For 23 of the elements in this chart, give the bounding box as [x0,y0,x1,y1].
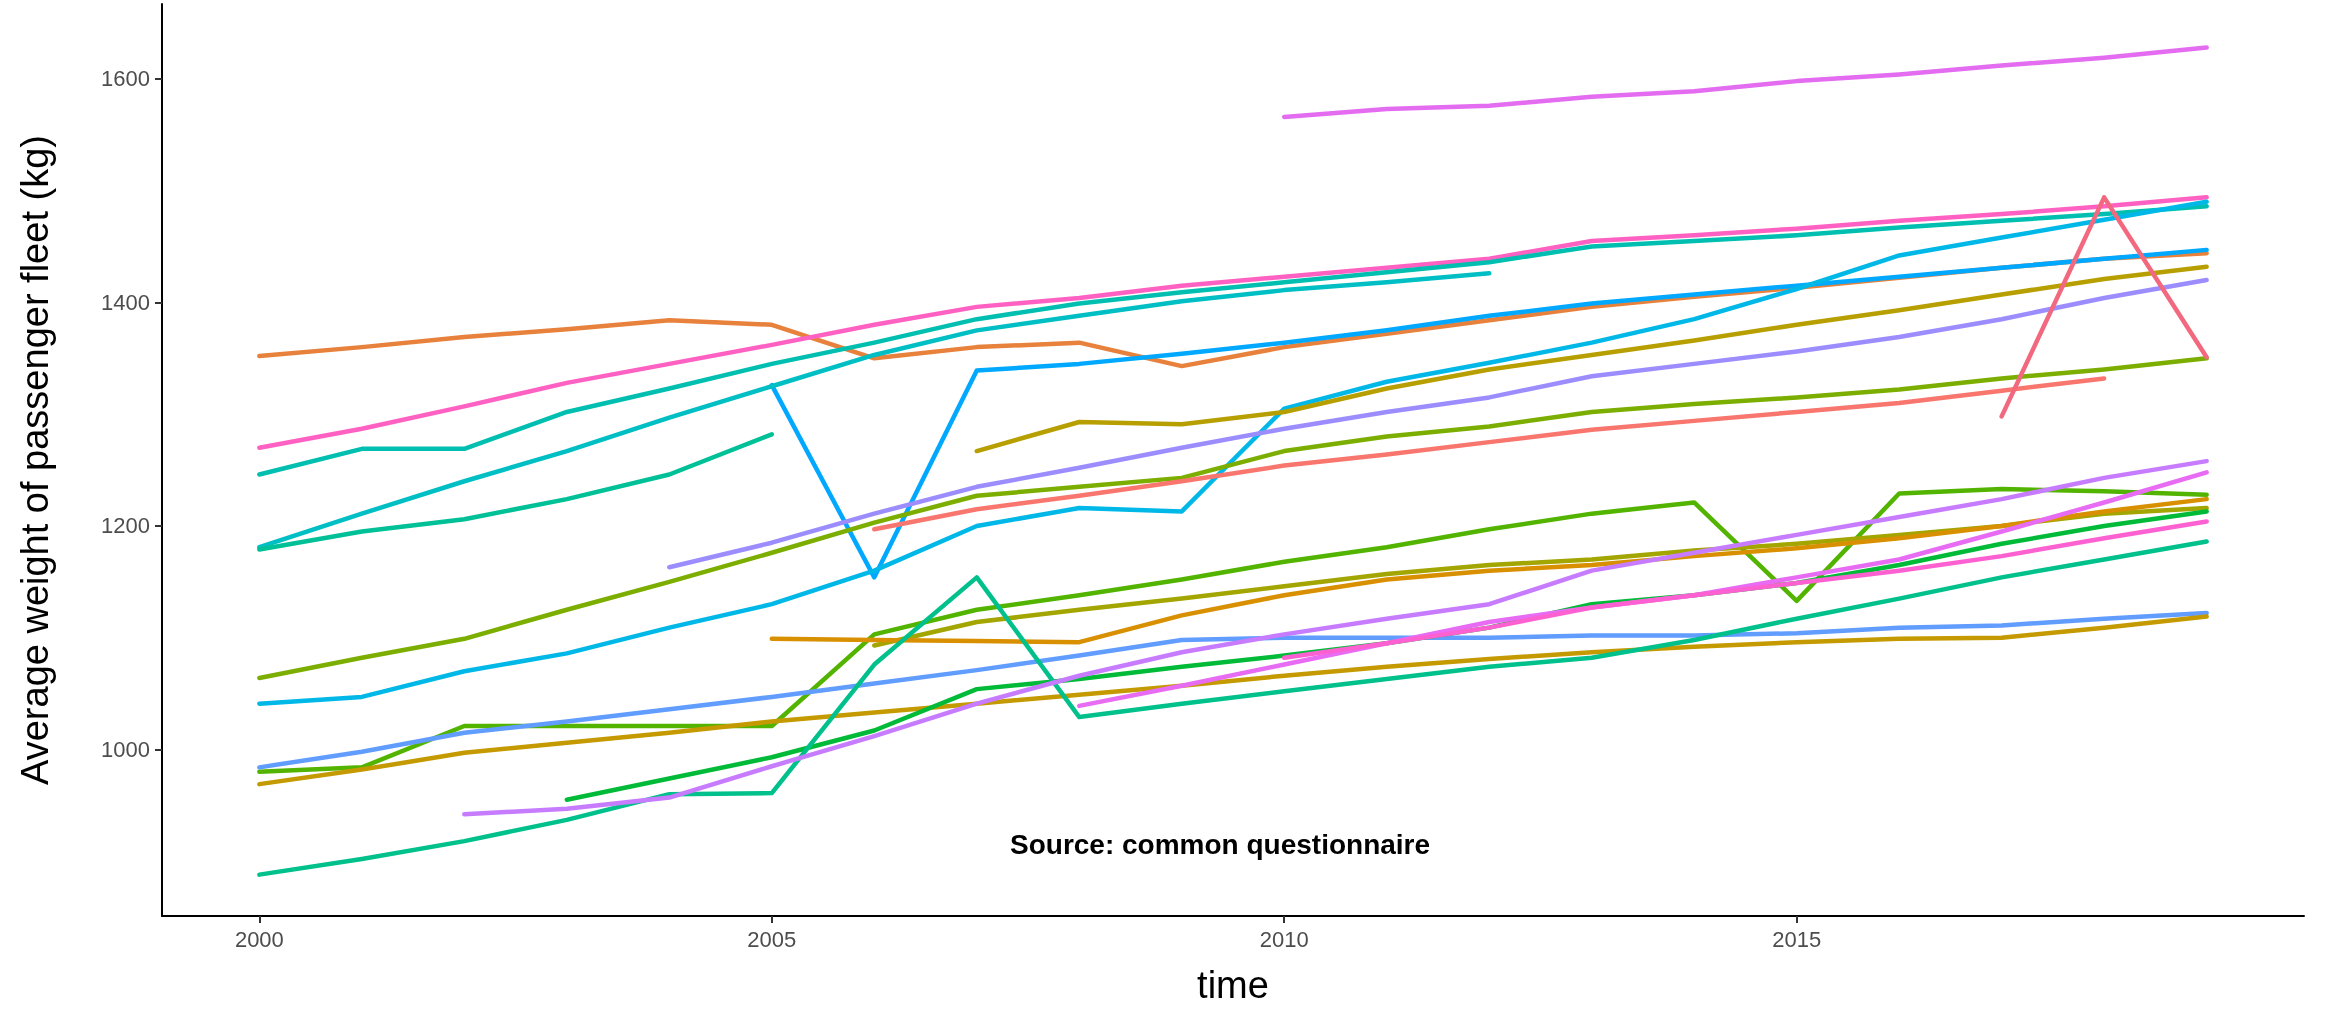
y-tick-label: 1400 [101,289,150,315]
line-series [257,356,2209,681]
y-axis-title: Average weight of passenger fleet (kg) [14,135,56,785]
line-series [257,539,2209,877]
line-series [872,376,2107,532]
y-tick-label: 1200 [101,513,150,539]
y-tick-label: 1600 [101,66,150,92]
line-series [257,432,775,552]
x-tick-label: 2010 [1259,926,1309,952]
x-tick-label: 2000 [234,926,284,952]
x-axis-title: time [1197,964,1269,1006]
annotation: Source: common questionnaire [1010,828,1431,860]
line-series [974,264,2209,454]
line-series [257,271,1492,550]
line-series [1281,45,2209,120]
x-tick-label: 2005 [747,926,797,952]
x-tick-label: 2015 [1772,926,1822,952]
line-series [667,277,2209,570]
line-series [257,199,2209,706]
line-series [1281,519,2209,661]
line-series [462,458,2209,817]
line-series [769,247,2209,580]
y-tick-label: 1000 [101,736,150,762]
